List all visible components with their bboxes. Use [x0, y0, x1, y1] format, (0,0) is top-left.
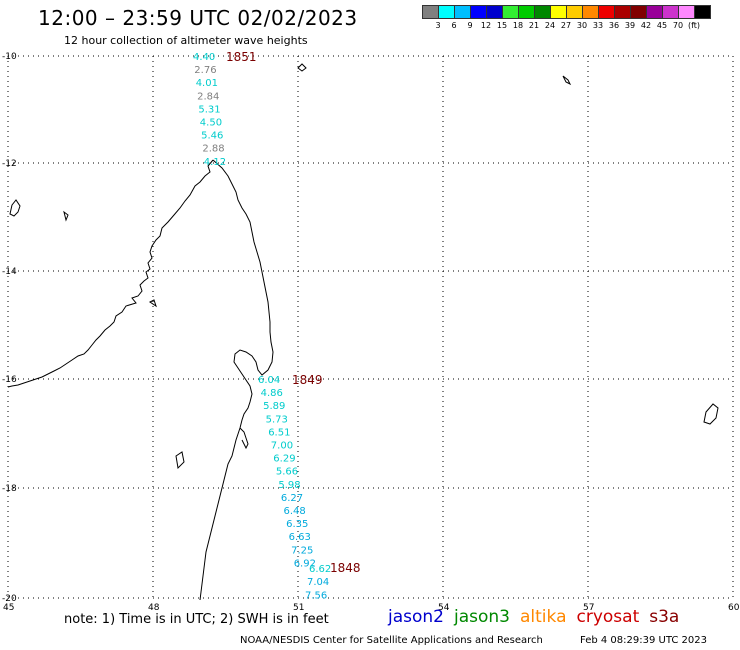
- madagascar-inner-coast: [239, 427, 249, 450]
- wave-height-value: 6.51: [268, 427, 290, 438]
- island-agalega: [562, 75, 572, 86]
- map-title: 12:00 – 23:59 UTC 02/02/2023: [38, 6, 358, 30]
- colorbar-label: 9: [467, 21, 473, 30]
- longitude-label: 51: [293, 603, 304, 613]
- wave-height-value: 7.00: [271, 441, 293, 452]
- pass-time-label: 1849: [292, 373, 323, 387]
- wave-height-value: 5.73: [266, 414, 288, 425]
- mission-label: jason3: [454, 607, 510, 627]
- wave-height-value: 5.31: [198, 104, 220, 115]
- wave-height-value: 4.40: [193, 52, 215, 63]
- mission-label: cryosat: [576, 607, 640, 627]
- altimeter-tracks: 4.40 2.76 4.01 2.84 5.31 4.50 5.46 2.88 4.12 1851…: [193, 50, 361, 601]
- longitude-label: 48: [148, 603, 160, 613]
- colorbar-swatch: [694, 5, 711, 19]
- colorbar-label: 18: [512, 21, 524, 30]
- island-nosy-be: [149, 299, 157, 308]
- coastline: [7, 63, 719, 601]
- island-tromelin: [703, 403, 719, 425]
- wave-height-value: 2.88: [202, 144, 224, 155]
- footnote: note: 1) Time is in UTC; 2) SWH is in fe…: [64, 612, 329, 627]
- mission-label: altika: [520, 607, 567, 627]
- map-subtitle: 12 hour collection of altimeter wave hei…: [64, 34, 308, 47]
- credit-text: NOAA/NESDIS Center for Satellite Applica…: [240, 635, 543, 646]
- wave-height-value: 6.04: [258, 375, 280, 386]
- latitude-label: -14: [2, 267, 17, 277]
- wave-height-value: 4.86: [261, 388, 283, 399]
- latitude-label: -18: [2, 484, 17, 494]
- colorbar-label: 39: [624, 21, 636, 30]
- latitude-label: -10: [2, 52, 17, 62]
- colorbar-label: 6: [451, 21, 457, 30]
- island-glorieuses: [297, 63, 307, 72]
- colorbar-label: 3: [435, 21, 441, 30]
- wave-height-value: 7.25: [291, 545, 313, 556]
- wave-height-value: 4.12: [204, 157, 226, 168]
- wave-height-value: 5.66: [276, 467, 298, 478]
- colorbar-label: 42: [640, 21, 652, 30]
- longitude-label: 57: [583, 603, 594, 613]
- wave-height-value: 6.29: [273, 454, 295, 465]
- wave-height-value: 2.76: [194, 65, 216, 76]
- mission-label: jason2: [388, 607, 444, 627]
- colorbar-label: 70: [672, 21, 684, 30]
- generated-timestamp: Feb 4 08:29:39 UTC 2023: [580, 635, 707, 646]
- colorbar: [422, 5, 711, 19]
- colorbar-label: (ft): [687, 21, 701, 30]
- longitude-label: 54: [438, 603, 450, 613]
- latitude-label: -16: [2, 375, 17, 385]
- colorbar-label: 36: [608, 21, 620, 30]
- colorbar-label: 21: [528, 21, 540, 30]
- latitude-label: -20: [2, 594, 17, 604]
- colorbar-label: 15: [496, 21, 508, 30]
- colorbar-label: 27: [560, 21, 572, 30]
- wave-height-value: 5.46: [201, 131, 223, 142]
- island-mayotte: [63, 210, 69, 222]
- wave-height-value: 6.48: [284, 506, 306, 517]
- wave-height-value: 4.01: [196, 78, 218, 89]
- wave-height-value: 7.56: [305, 590, 327, 601]
- pass-time-label: 1851: [226, 50, 257, 64]
- wave-height-value: 7.04: [307, 577, 329, 588]
- madagascar-east-coast: [199, 159, 274, 601]
- wave-height-value: 6.63: [289, 532, 311, 543]
- colorbar-label: 45: [656, 21, 668, 30]
- wave-height-value: 6.92: [294, 558, 316, 569]
- mission-label: s3a: [649, 607, 680, 627]
- latitude-label: -12: [2, 159, 17, 169]
- island-comoros: [9, 199, 21, 217]
- colorbar-label: 24: [544, 21, 556, 30]
- wave-height-value: 6.62: [309, 564, 331, 575]
- pass-time-label: 1848: [330, 561, 361, 575]
- madagascar-coast: [7, 159, 214, 388]
- wave-height-value: 6.35: [286, 519, 308, 530]
- wave-height-value: 4.50: [200, 118, 222, 129]
- colorbar-label: 12: [480, 21, 492, 30]
- island-sainte-marie: [175, 451, 185, 470]
- wave-height-value: 5.98: [278, 480, 300, 491]
- wave-height-value: 5.89: [263, 401, 285, 412]
- wave-height-value: 6.27: [281, 493, 303, 504]
- colorbar-labels: 3 6 9 12 15 18 21 24 27 30 33 36 39 42 45 70 (ft): [422, 21, 702, 30]
- map-grid: [7, 55, 734, 599]
- colorbar-label: 30: [576, 21, 588, 30]
- mission-legend: jason2 jason3 altika cryosat s3a: [388, 607, 689, 627]
- colorbar-label: 33: [592, 21, 604, 30]
- longitude-label: 60: [728, 603, 740, 613]
- wave-height-value: 2.84: [197, 91, 219, 102]
- longitude-label: 45: [3, 603, 14, 613]
